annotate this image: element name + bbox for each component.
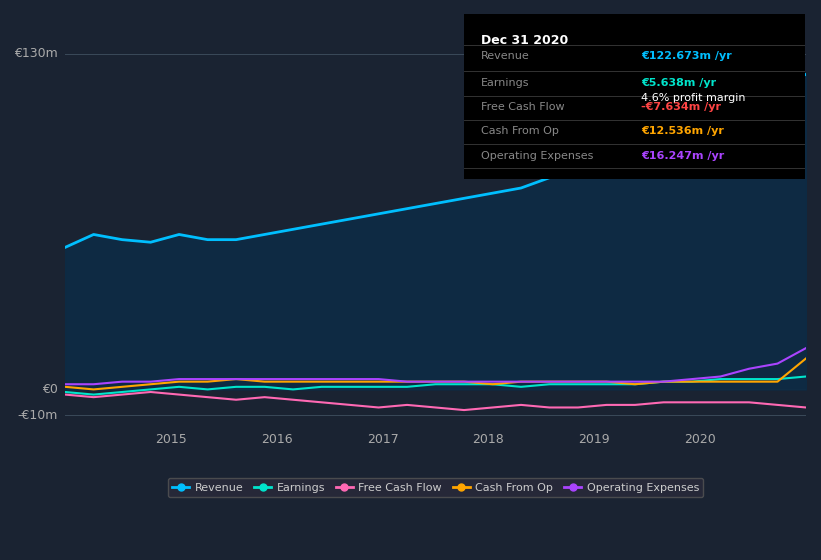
Text: -€7.634m /yr: -€7.634m /yr bbox=[641, 102, 721, 113]
Text: Free Cash Flow: Free Cash Flow bbox=[481, 102, 565, 113]
Text: €122.673m /yr: €122.673m /yr bbox=[641, 51, 732, 61]
Text: €16.247m /yr: €16.247m /yr bbox=[641, 151, 724, 161]
Text: Revenue: Revenue bbox=[481, 51, 530, 61]
Text: Operating Expenses: Operating Expenses bbox=[481, 151, 594, 161]
Text: 4.6% profit margin: 4.6% profit margin bbox=[641, 94, 745, 103]
Text: €0: €0 bbox=[42, 383, 57, 396]
Text: Earnings: Earnings bbox=[481, 78, 530, 88]
Legend: Revenue, Earnings, Free Cash Flow, Cash From Op, Operating Expenses: Revenue, Earnings, Free Cash Flow, Cash … bbox=[167, 478, 704, 497]
Text: -€10m: -€10m bbox=[17, 409, 57, 422]
Text: €130m: €130m bbox=[14, 47, 57, 60]
Text: Dec 31 2020: Dec 31 2020 bbox=[481, 34, 568, 47]
Text: Cash From Op: Cash From Op bbox=[481, 127, 559, 136]
Text: €12.536m /yr: €12.536m /yr bbox=[641, 127, 724, 136]
Text: €5.638m /yr: €5.638m /yr bbox=[641, 78, 716, 88]
